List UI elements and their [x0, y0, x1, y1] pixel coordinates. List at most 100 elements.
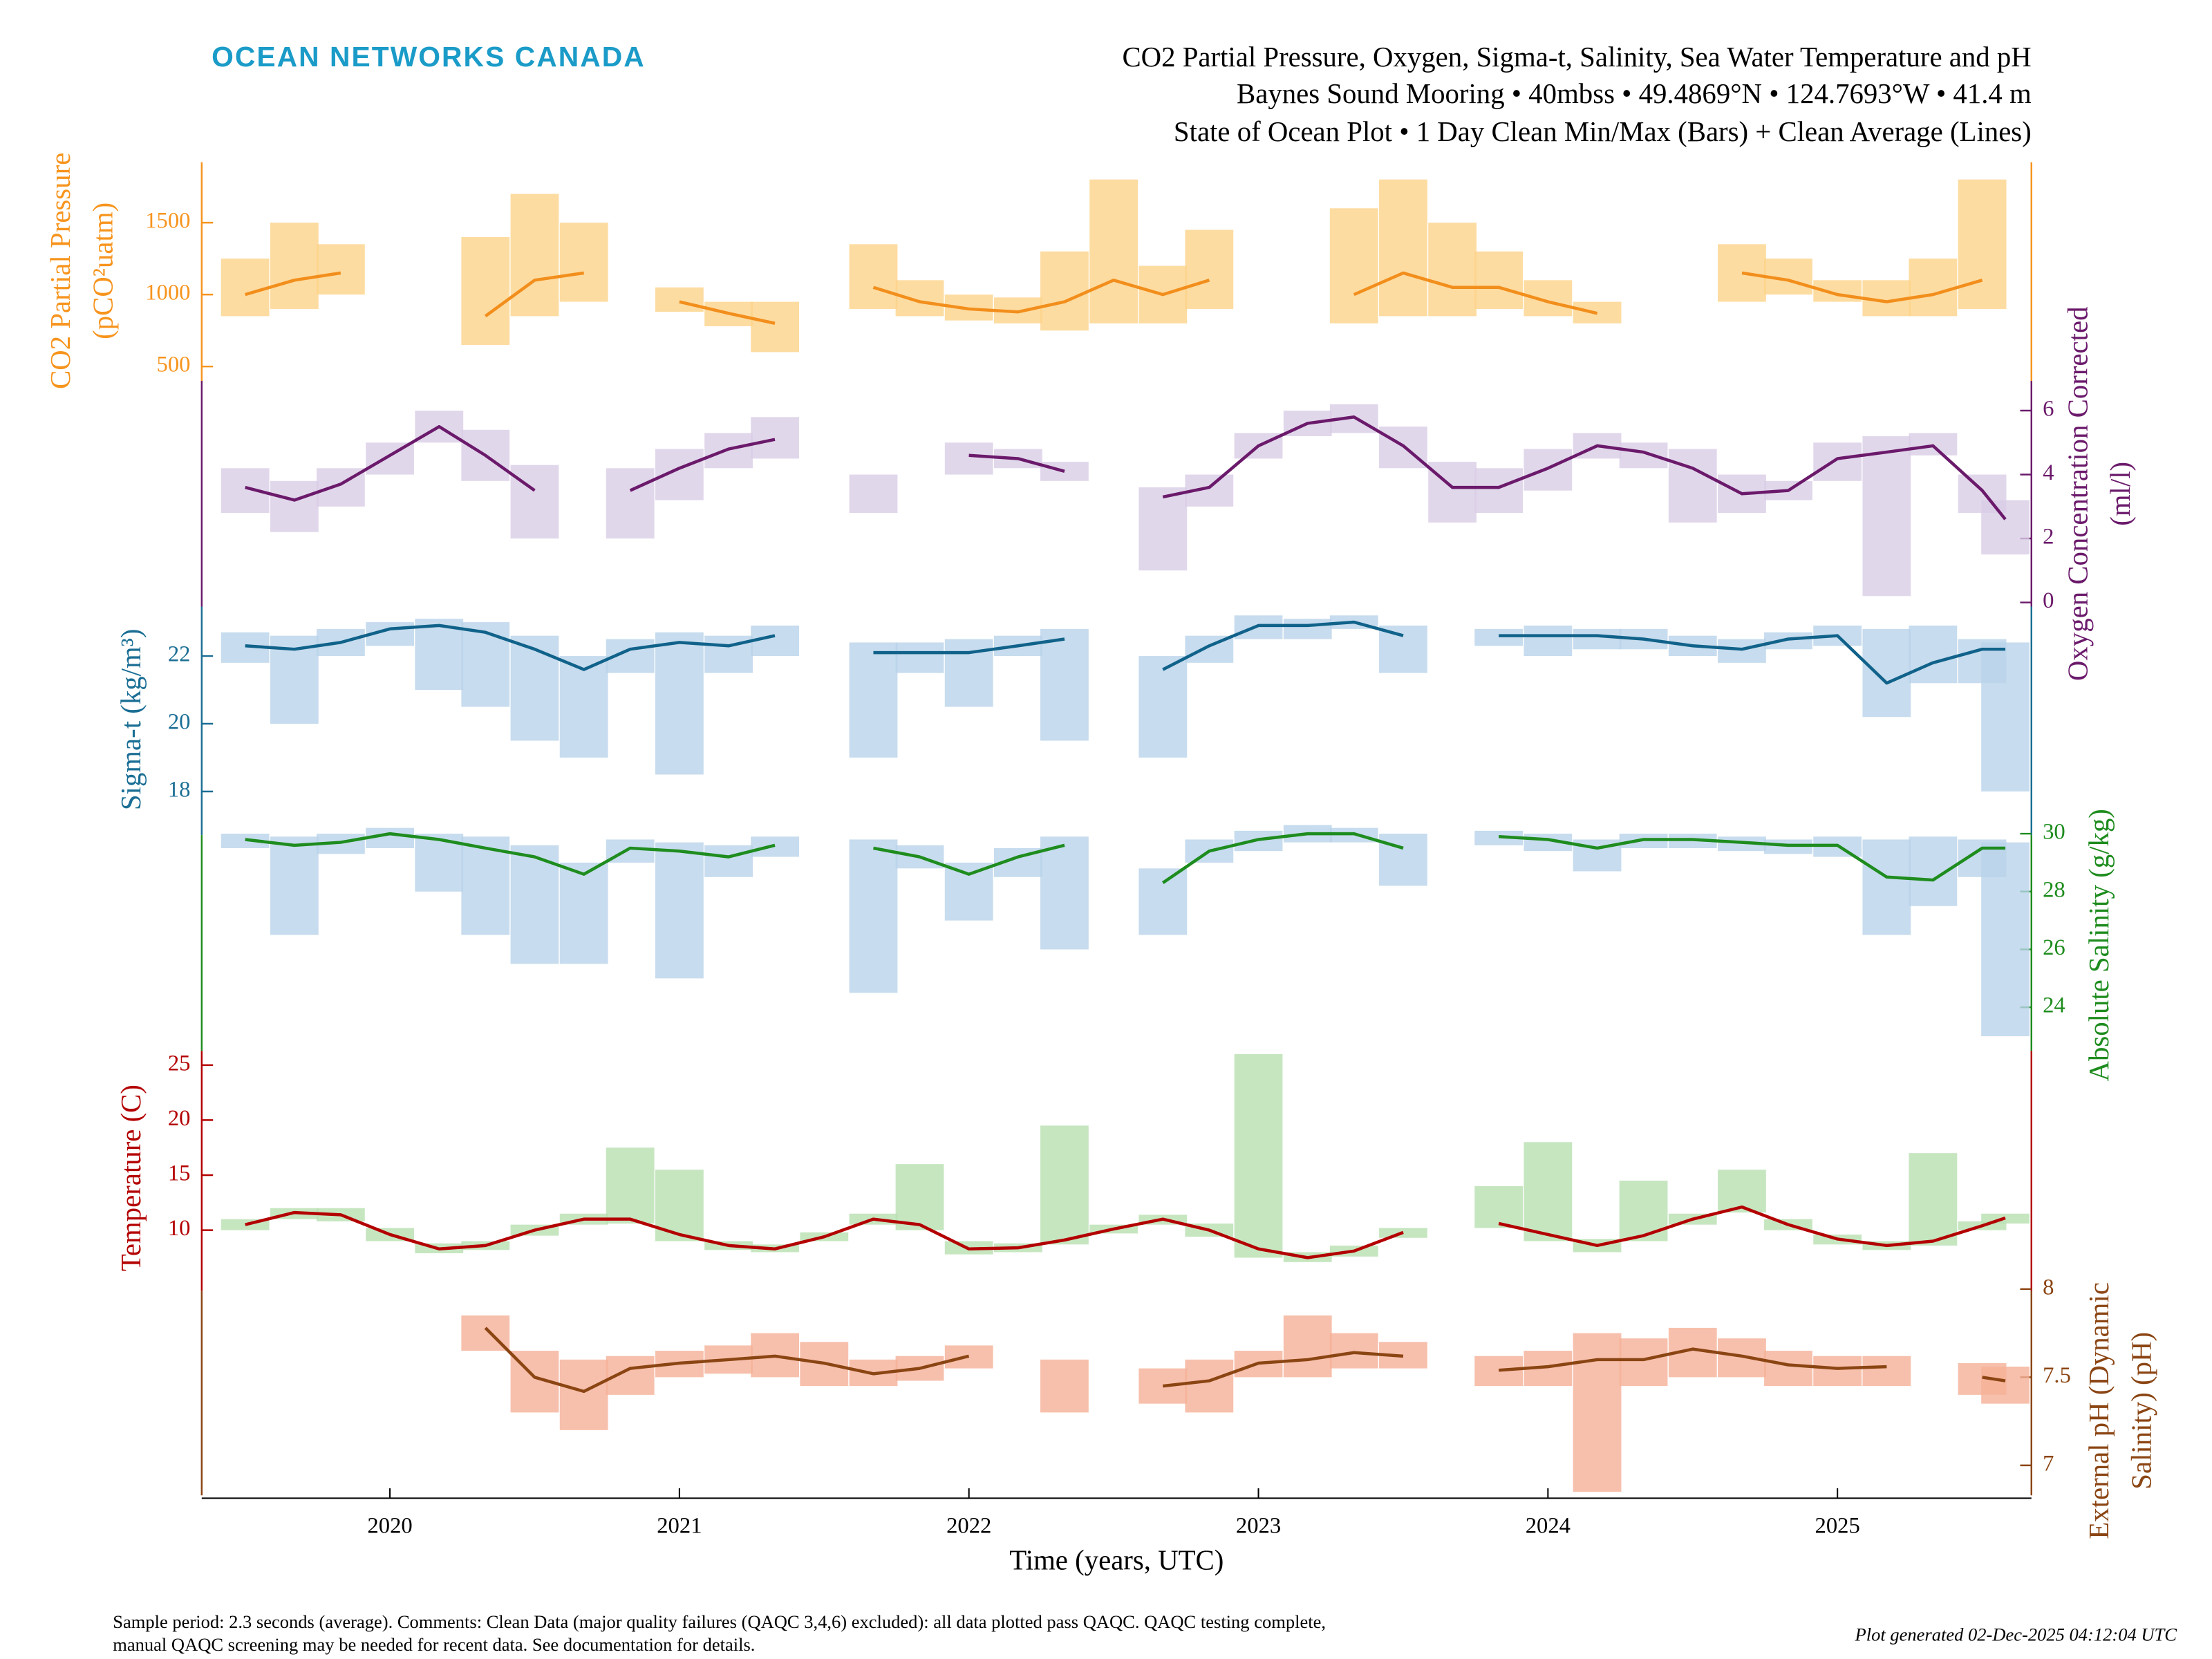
min-max-bar — [1040, 628, 1089, 741]
min-max-bar — [1981, 1367, 2030, 1404]
min-max-bar — [1619, 1338, 1668, 1387]
min-max-bar — [221, 259, 270, 317]
min-max-bar — [895, 280, 944, 317]
x-tick-label: 2021 — [657, 1514, 702, 1539]
average-line — [245, 1205, 2006, 1259]
min-max-bar — [1474, 628, 1524, 646]
y-tick-label: 1500 — [145, 209, 190, 234]
min-max-bar — [559, 862, 608, 964]
x-tick-label: 2022 — [946, 1514, 991, 1539]
min-max-bar — [1283, 1315, 1332, 1378]
min-max-bar — [1619, 442, 1668, 469]
y-axis-label: Sigma-t (kg/m³) — [115, 628, 147, 810]
min-max-bar — [461, 236, 510, 345]
min-max-bar — [944, 442, 993, 475]
min-max-bar — [1283, 619, 1332, 639]
min-max-bar — [510, 194, 559, 317]
min-max-bar — [606, 468, 655, 539]
min-max-bar — [751, 417, 800, 459]
min-max-bar — [510, 635, 559, 741]
min-max-bar — [1813, 442, 1862, 481]
y-tick-label: 500 — [157, 353, 191, 377]
min-max-bar — [1981, 500, 2030, 555]
min-max-bar — [1524, 1142, 1573, 1241]
min-max-bar — [1040, 1359, 1089, 1413]
y-tick-label: 4 — [2043, 460, 2054, 485]
min-max-bar — [944, 862, 993, 921]
min-max-bar — [559, 223, 608, 302]
min-max-bar — [655, 287, 704, 312]
min-max-bar — [1909, 1153, 1958, 1246]
y-tick-label: 26 — [2043, 935, 2065, 960]
min-max-bar — [270, 836, 319, 935]
min-max-bar — [849, 839, 898, 993]
y-axis-label: CO2 Partial Pressure — [45, 153, 76, 389]
y-tick-label: 20 — [168, 1106, 191, 1131]
average-line — [245, 415, 2007, 521]
min-max-bar — [1040, 836, 1089, 950]
y-axis-label: (pCO²uatm) — [87, 203, 118, 339]
min-max-bar — [606, 1147, 655, 1224]
y-axis-label: External pH (Dynamic — [2083, 1282, 2115, 1539]
min-max-bar — [1474, 1356, 1524, 1387]
y-axis-label: Oxygen Concentration Corrected — [2063, 307, 2094, 682]
min-max-bar — [1474, 468, 1524, 514]
min-max-bar — [1138, 656, 1188, 758]
y-tick-label: 7.5 — [2043, 1363, 2071, 1388]
min-max-bar — [1573, 628, 1622, 650]
y-tick-label: 10 — [168, 1216, 191, 1241]
min-max-bar — [415, 619, 464, 691]
min-max-bar — [1862, 628, 1911, 718]
min-max-bar — [1185, 1359, 1234, 1413]
min-max-bar — [1573, 1333, 1622, 1492]
logo: OCEAN NETWORKS CANADA — [212, 41, 646, 73]
min-max-bar — [1764, 632, 1812, 650]
min-max-bar — [1329, 208, 1378, 324]
min-max-bar — [1813, 1356, 1862, 1387]
y-tick-label: 15 — [168, 1161, 191, 1186]
min-max-bar — [704, 845, 753, 877]
min-max-bar — [1862, 839, 1911, 935]
y-axis-label: (ml/l) — [2105, 462, 2136, 526]
chart-subtitle: Baynes Sound Mooring • 40mbss • 49.4869°… — [1237, 78, 2032, 109]
y-tick-label: 7 — [2043, 1451, 2054, 1476]
y-axis-label: Absolute Salinity (g/kg) — [2083, 809, 2115, 1081]
min-max-bar — [849, 244, 898, 309]
y-tick-label: 22 — [168, 642, 191, 667]
min-max-bar — [366, 442, 414, 475]
min-max-bar — [559, 1359, 608, 1430]
y-tick-label: 24 — [2043, 993, 2065, 1018]
min-max-bar — [1379, 625, 1427, 673]
min-max-bar — [1234, 615, 1283, 639]
min-max-bar — [1040, 1125, 1089, 1245]
min-max-bar — [1138, 868, 1188, 935]
footnote: Sample period: 2.3 seconds (average). Co… — [113, 1611, 1326, 1632]
min-max-bar — [1718, 1170, 1766, 1213]
min-max-bar — [1909, 625, 1958, 684]
min-max-bar — [1474, 251, 1524, 309]
y-tick-label: 18 — [168, 777, 191, 802]
y-tick-label: 6 — [2043, 397, 2054, 422]
min-max-bar — [1428, 223, 1477, 317]
min-max-bar — [1619, 1180, 1668, 1241]
min-max-bar — [1185, 229, 1234, 309]
min-max-bar — [1981, 842, 2030, 1037]
y-tick-label: 30 — [2043, 820, 2065, 845]
min-max-bar — [1909, 433, 1958, 456]
min-max-bar — [270, 223, 319, 309]
min-max-bar — [895, 642, 944, 673]
x-tick-label: 2020 — [367, 1514, 412, 1539]
min-max-bar — [1234, 1053, 1283, 1258]
generated-note: Plot generated 02-Dec-2025 04:12:04 UTC — [1855, 1624, 2177, 1644]
min-max-bar — [1089, 179, 1138, 324]
min-max-bar — [849, 642, 898, 758]
min-max-bar — [895, 1164, 944, 1230]
chart-title: CO2 Partial Pressure, Oxygen, Sigma-t, S… — [1122, 41, 2031, 73]
average-line — [245, 832, 2006, 884]
min-max-bar — [1329, 1333, 1378, 1369]
y-tick-label: 1000 — [145, 281, 190, 306]
average-line — [245, 620, 2006, 685]
min-max-bar — [1474, 1185, 1524, 1228]
min-max-bar — [1379, 834, 1427, 886]
x-tick-label: 2025 — [1815, 1514, 1860, 1539]
